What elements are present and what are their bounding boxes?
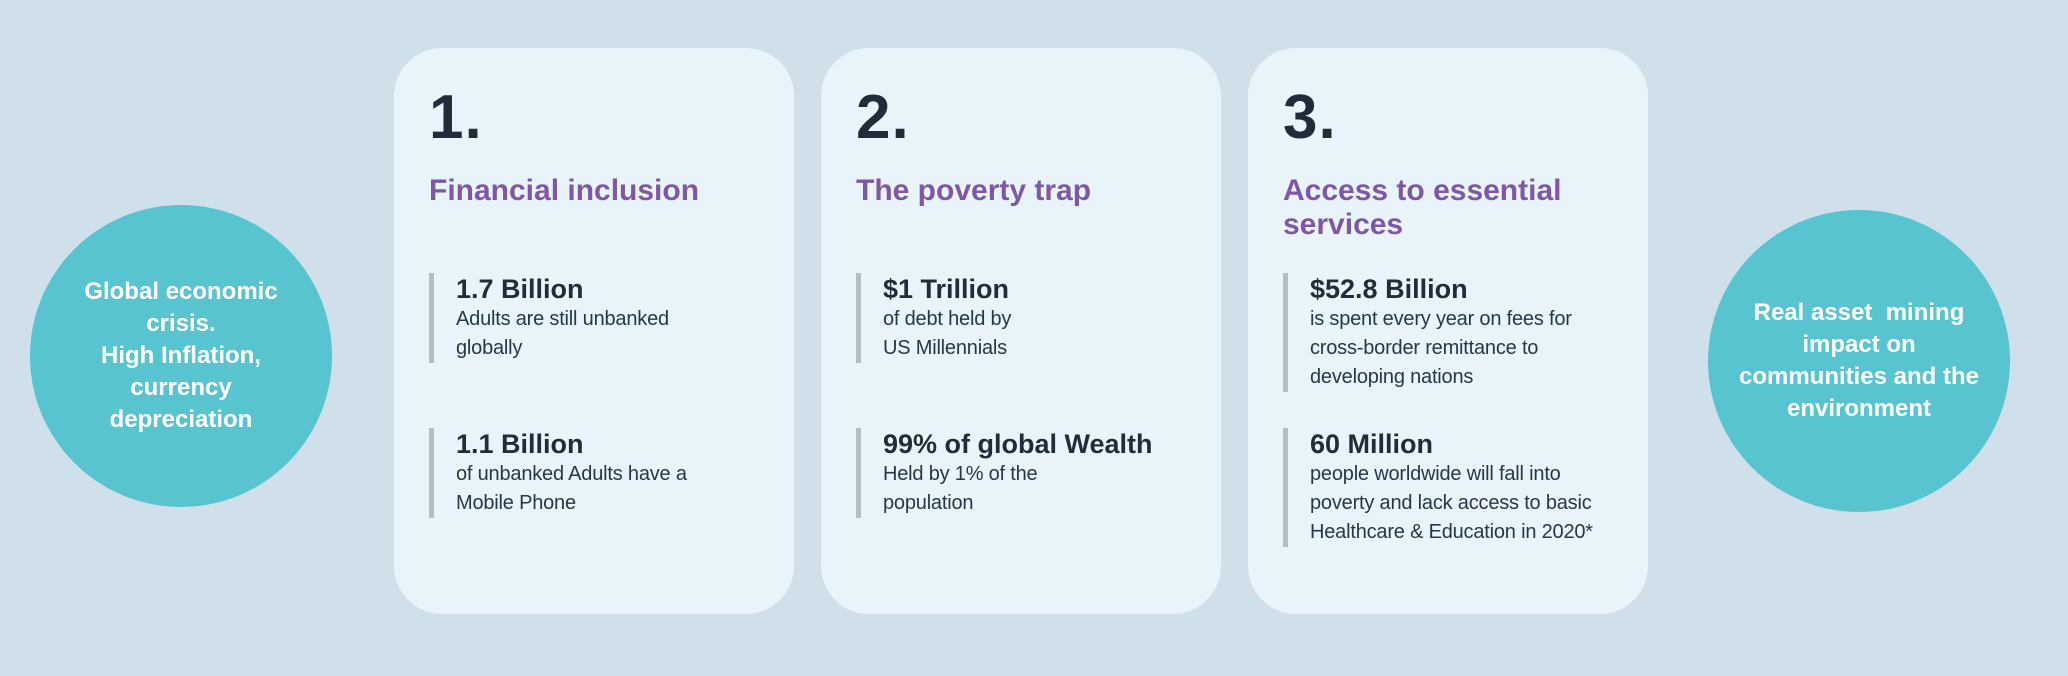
stat-description: of debt held by US Millennials: [883, 308, 1012, 359]
stat-block-global-wealth: 99% of global Wealth Held by 1% of the p…: [856, 428, 1209, 518]
stat-block-remittance-fees: $52.8 Billion is spent every year on fee…: [1283, 273, 1636, 392]
card-essential-services: 3. Access to essential services $52.8 Bi…: [1248, 48, 1648, 614]
stat-description: is spent every year on fees for cross-bo…: [1310, 308, 1572, 388]
right-context-circle: Real asset mining impact on communities …: [1708, 210, 2010, 512]
stat-value: $52.8 Billion: [1310, 274, 1468, 304]
card-title: The poverty trap: [856, 174, 1092, 207]
stat-value: 1.7 Billion: [456, 274, 584, 304]
card-title: Access to essential services: [1283, 174, 1562, 241]
card-number: 2.: [856, 83, 910, 152]
card-number: 1.: [429, 83, 483, 152]
stat-block-millennial-debt: $1 Trillion of debt held by US Millennia…: [856, 273, 1209, 363]
stat-value: 1.1 Billion: [456, 429, 584, 459]
stat-block-poverty-access: 60 Million people worldwide will fall in…: [1283, 428, 1636, 547]
stat-value: $1 Trillion: [883, 274, 1010, 304]
right-circle-text: Real asset mining impact on communities …: [1738, 299, 1980, 422]
stat-description: people worldwide will fall into poverty …: [1310, 463, 1593, 543]
card-poverty-trap: 2. The poverty trap $1 Trillion of debt …: [821, 48, 1221, 614]
stat-value: 60 Million: [1310, 429, 1434, 459]
stat-description: Adults are still unbanked globally: [456, 308, 669, 359]
left-context-circle: Global economic crisis. High Inflation, …: [30, 205, 332, 507]
stat-description: Held by 1% of the population: [883, 463, 1038, 514]
card-title: Financial inclusion: [429, 174, 700, 207]
stat-description: of unbanked Adults have a Mobile Phone: [456, 463, 687, 514]
card-financial-inclusion: 1. Financial inclusion 1.7 Billion Adult…: [394, 48, 794, 614]
left-circle-text: Global economic crisis. High Inflation, …: [84, 278, 278, 433]
stat-value: 99% of global Wealth: [883, 429, 1153, 459]
stat-block-unbanked-adults: 1.7 Billion Adults are still unbanked gl…: [429, 273, 782, 363]
card-number: 3.: [1283, 83, 1337, 152]
stat-block-mobile-phone: 1.1 Billion of unbanked Adults have a Mo…: [429, 428, 782, 518]
